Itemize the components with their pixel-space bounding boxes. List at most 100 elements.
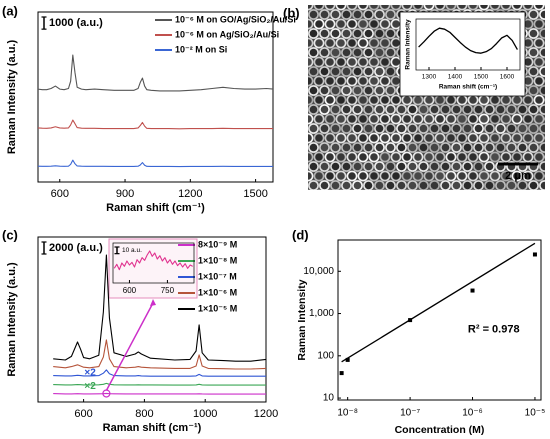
spectrum-line: [113, 250, 193, 271]
sem-pore: [522, 132, 534, 144]
sem-pore: [352, 104, 363, 115]
inset-frame: [399, 11, 526, 97]
sem-pore: [308, 9, 319, 20]
sem-pore: [357, 170, 369, 182]
sem-pore: [308, 113, 314, 125]
sem-pore: [330, 161, 341, 172]
sem-pore: [363, 161, 374, 172]
x-tick-label: 600: [74, 408, 92, 420]
sem-pore: [308, 132, 314, 144]
sem-pore: [379, 151, 391, 163]
data-point: [345, 357, 350, 362]
sem-pore: [462, 161, 473, 172]
sem-pore: [522, 113, 534, 125]
sem-pore: [539, 142, 545, 153]
sem-pore: [440, 123, 451, 134]
sem-pore: [544, 173, 545, 179]
x-tick-label: 1000: [193, 408, 217, 420]
legend-label: 10⁻⁶ M on GO/Ag/SiO₂/Au/Si: [175, 14, 296, 24]
sem-pore: [352, 85, 363, 96]
x-tick-label: 10⁻⁵: [525, 408, 546, 419]
sem-pore: [324, 170, 336, 182]
sem-pore: [533, 170, 545, 182]
sem-pore: [396, 104, 407, 115]
x-tick-label: 10⁻⁷: [400, 408, 420, 419]
sem-pore: [440, 180, 451, 190]
sem-pore: [412, 94, 424, 106]
sem-pore: [360, 189, 366, 190]
x-axis-label: Raman shift (cm⁻¹): [106, 202, 205, 214]
sem-pore: [401, 170, 413, 182]
sem-pore: [418, 123, 429, 134]
sem-pore: [363, 85, 374, 96]
sem-pore: [495, 123, 506, 134]
sem-pore: [445, 5, 457, 11]
sem-pore: [330, 180, 341, 190]
multiplier-label: ×2: [84, 381, 96, 392]
plot-frame: [337, 239, 542, 401]
y-axis-label: Raman Intensity (a.u.): [6, 262, 18, 377]
sem-pore: [423, 170, 435, 182]
sem-pore: [522, 94, 534, 106]
sem-pore: [500, 5, 512, 11]
sem-pore: [401, 132, 413, 144]
panel-label: (d): [292, 227, 309, 242]
sem-pore: [473, 123, 484, 134]
sem-pore: [437, 189, 443, 190]
scale-bar-label: 2000 (a.u.): [49, 242, 103, 254]
sem-pore: [308, 85, 319, 96]
sem-pore: [445, 170, 457, 182]
panel-label: (c): [2, 227, 18, 242]
sem-pore: [330, 28, 341, 39]
y-axis-label: Raman Intensity: [296, 279, 308, 360]
sem-pore: [412, 132, 424, 144]
sem-pore: [319, 104, 330, 115]
sem-pore: [514, 189, 520, 190]
sem-pore: [489, 5, 501, 11]
sem-pore: [448, 189, 454, 190]
sem-pore: [544, 78, 545, 84]
data-point: [408, 318, 413, 323]
spectrum-line: [53, 392, 266, 395]
sem-pore: [374, 123, 385, 134]
sem-pore: [415, 189, 421, 190]
legend-label: 10⁻⁶ M on Ag/SiO₂/Au/Si: [175, 29, 279, 39]
y-tick-label: 10,000: [303, 266, 334, 277]
y-tick-label: 1,000: [309, 308, 334, 319]
sem-pore: [379, 5, 391, 11]
sem-pore: [412, 151, 424, 163]
sem-pore: [506, 142, 517, 153]
sem-pore: [357, 132, 369, 144]
sem-pore: [308, 104, 319, 115]
sem-pore: [390, 151, 402, 163]
sem-pore: [308, 151, 314, 163]
sem-pore: [401, 113, 413, 125]
sem-pore: [346, 94, 358, 106]
sem-pore: [412, 5, 424, 11]
sem-pore: [382, 189, 388, 190]
sem-pore: [407, 142, 418, 153]
sem-pore: [489, 132, 501, 144]
sem-pore: [324, 56, 336, 68]
sem-pore: [324, 18, 336, 30]
sem-pore: [473, 180, 484, 190]
spectrum-line: [37, 159, 273, 168]
sem-scale-label: 2 μm: [505, 170, 531, 182]
sem-pore: [440, 161, 451, 172]
sem-pore: [418, 142, 429, 153]
sem-pore: [385, 123, 396, 134]
sem-pore: [379, 113, 391, 125]
sem-pore: [536, 189, 542, 190]
sem-pore: [346, 170, 358, 182]
inset-frame: [108, 238, 198, 299]
sem-pore: [341, 142, 352, 153]
sem-pore: [313, 94, 325, 106]
sem-pore: [495, 142, 506, 153]
sem-pore: [445, 94, 457, 106]
sem-pore: [528, 85, 539, 96]
sem-pore: [374, 104, 385, 115]
sem-pore: [308, 75, 314, 87]
sem-pore: [385, 28, 396, 39]
sem-pore: [319, 9, 330, 20]
sem-pore: [407, 123, 418, 134]
